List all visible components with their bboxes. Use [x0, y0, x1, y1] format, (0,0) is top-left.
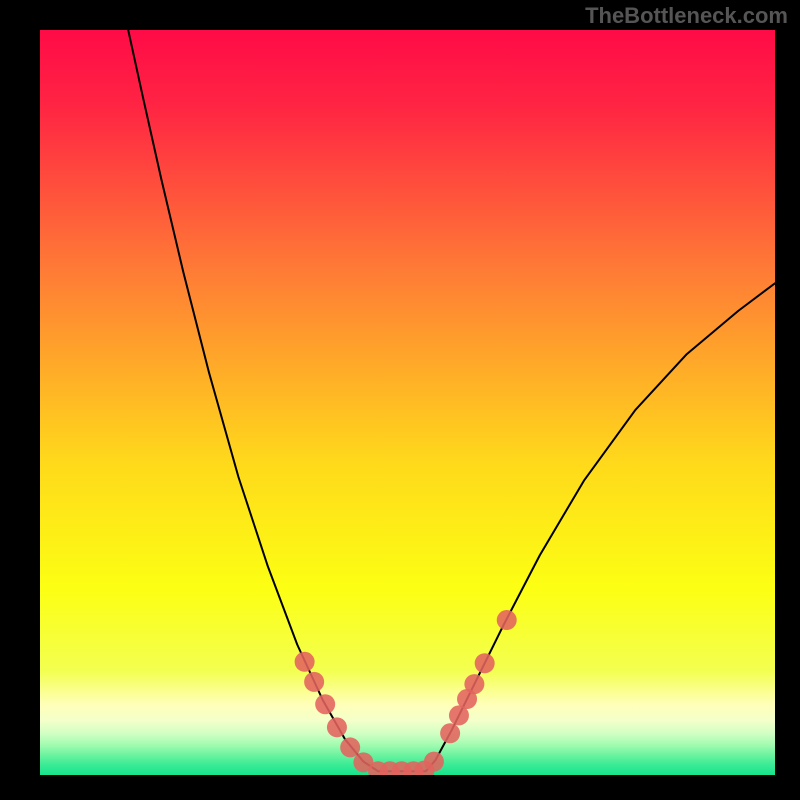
watermark-text: TheBottleneck.com [585, 3, 788, 29]
gradient-background [40, 30, 775, 775]
data-marker [424, 752, 444, 772]
data-marker [327, 717, 347, 737]
data-marker [295, 652, 315, 672]
chart-container: TheBottleneck.com [0, 0, 800, 800]
data-marker [304, 672, 324, 692]
data-marker [475, 653, 495, 673]
data-marker [315, 694, 335, 714]
data-marker [440, 723, 460, 743]
data-marker [464, 674, 484, 694]
data-marker [497, 610, 517, 630]
plot-area [40, 30, 775, 775]
data-marker [340, 737, 360, 757]
plot-svg [40, 30, 775, 775]
